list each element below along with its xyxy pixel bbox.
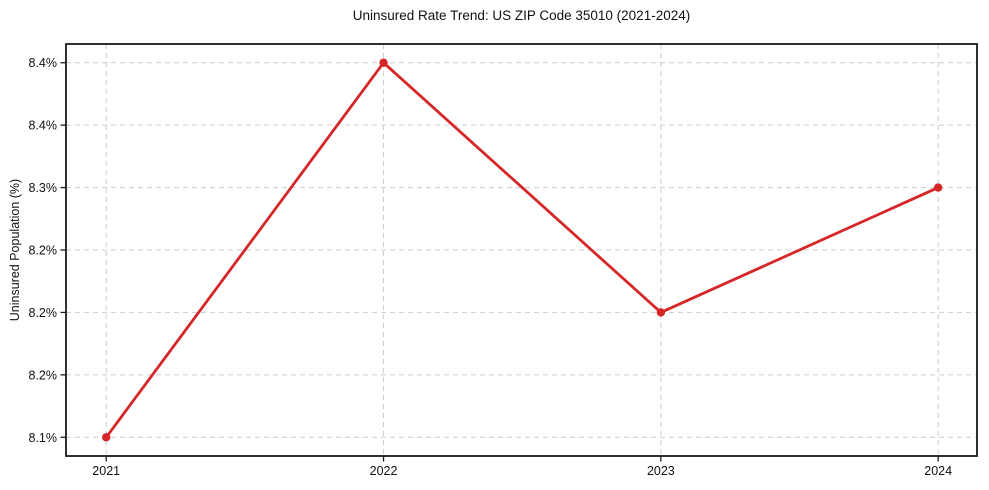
chart-title: Uninsured Rate Trend: US ZIP Code 35010 … [352,8,691,23]
y-tick-label: 8.2% [29,306,58,320]
data-point-2022 [379,58,388,67]
trend-line [104,61,940,439]
y-tick-label: 8.2% [29,244,58,258]
data-point-2024 [933,183,943,192]
y-tick-label: 8.4% [29,119,58,133]
x-tick-label: 2024 [924,464,952,478]
x-tick-label: 2021 [92,464,120,478]
x-tick-label: 2023 [647,464,675,478]
data-point-2021 [102,433,111,442]
y-tick-label: 8.2% [29,368,58,382]
y-tick-label: 8.3% [29,181,58,195]
y-tick-label: 8.4% [29,56,58,70]
x-tick-label: 2022 [370,464,398,478]
data-point-2023 [656,308,666,317]
y-tick-label: 8.1% [29,431,58,445]
